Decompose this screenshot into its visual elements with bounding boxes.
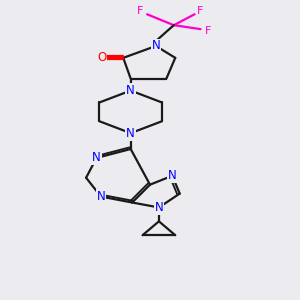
Text: F: F bbox=[136, 6, 143, 16]
Text: N: N bbox=[154, 201, 163, 214]
Text: F: F bbox=[205, 26, 211, 36]
Text: N: N bbox=[126, 84, 135, 97]
Text: N: N bbox=[152, 40, 160, 52]
Text: N: N bbox=[126, 127, 135, 140]
Text: N: N bbox=[92, 152, 101, 164]
Text: N: N bbox=[168, 169, 177, 182]
Text: F: F bbox=[197, 6, 204, 16]
Text: N: N bbox=[97, 190, 105, 203]
Text: O: O bbox=[97, 51, 106, 64]
